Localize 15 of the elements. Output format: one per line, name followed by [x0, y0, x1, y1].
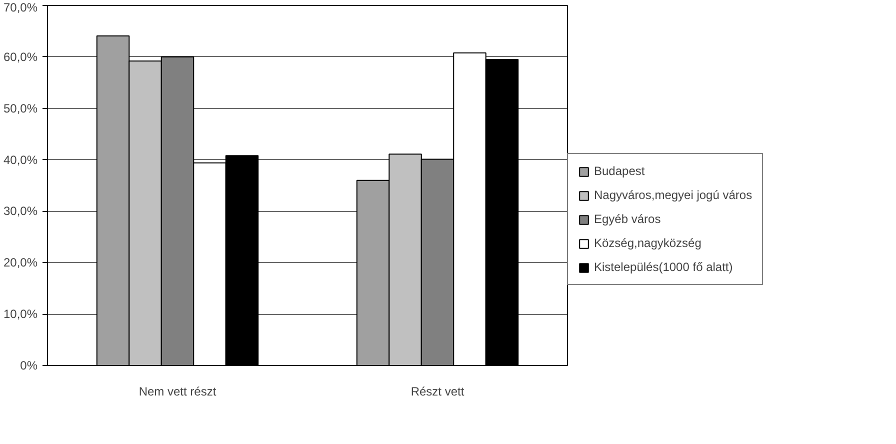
legend-label: Kistelepülés(1000 fő alatt) [594, 260, 733, 274]
y-tick-label: 50,0% [3, 101, 38, 116]
legend-label: Község,nagyközség [594, 236, 702, 250]
legend-label: Budapest [594, 164, 645, 178]
y-tick-label: 30,0% [3, 204, 38, 218]
y-tick-label: 70,0% [3, 0, 38, 14]
y-tick-label: 40,0% [3, 152, 38, 167]
y-tick-label: 60,0% [3, 50, 38, 64]
x-tick-label: Részt vett [410, 384, 465, 398]
y-tick-label: 20,0% [3, 256, 38, 270]
legend-label: Nagyváros,megyei jogú város [594, 188, 752, 202]
x-tick-label: Nem vett részt [138, 384, 217, 398]
y-tick-label: 10,0% [3, 307, 38, 322]
legend-label: Egyéb város [594, 212, 661, 226]
y-tick-label: 0% [20, 358, 38, 372]
